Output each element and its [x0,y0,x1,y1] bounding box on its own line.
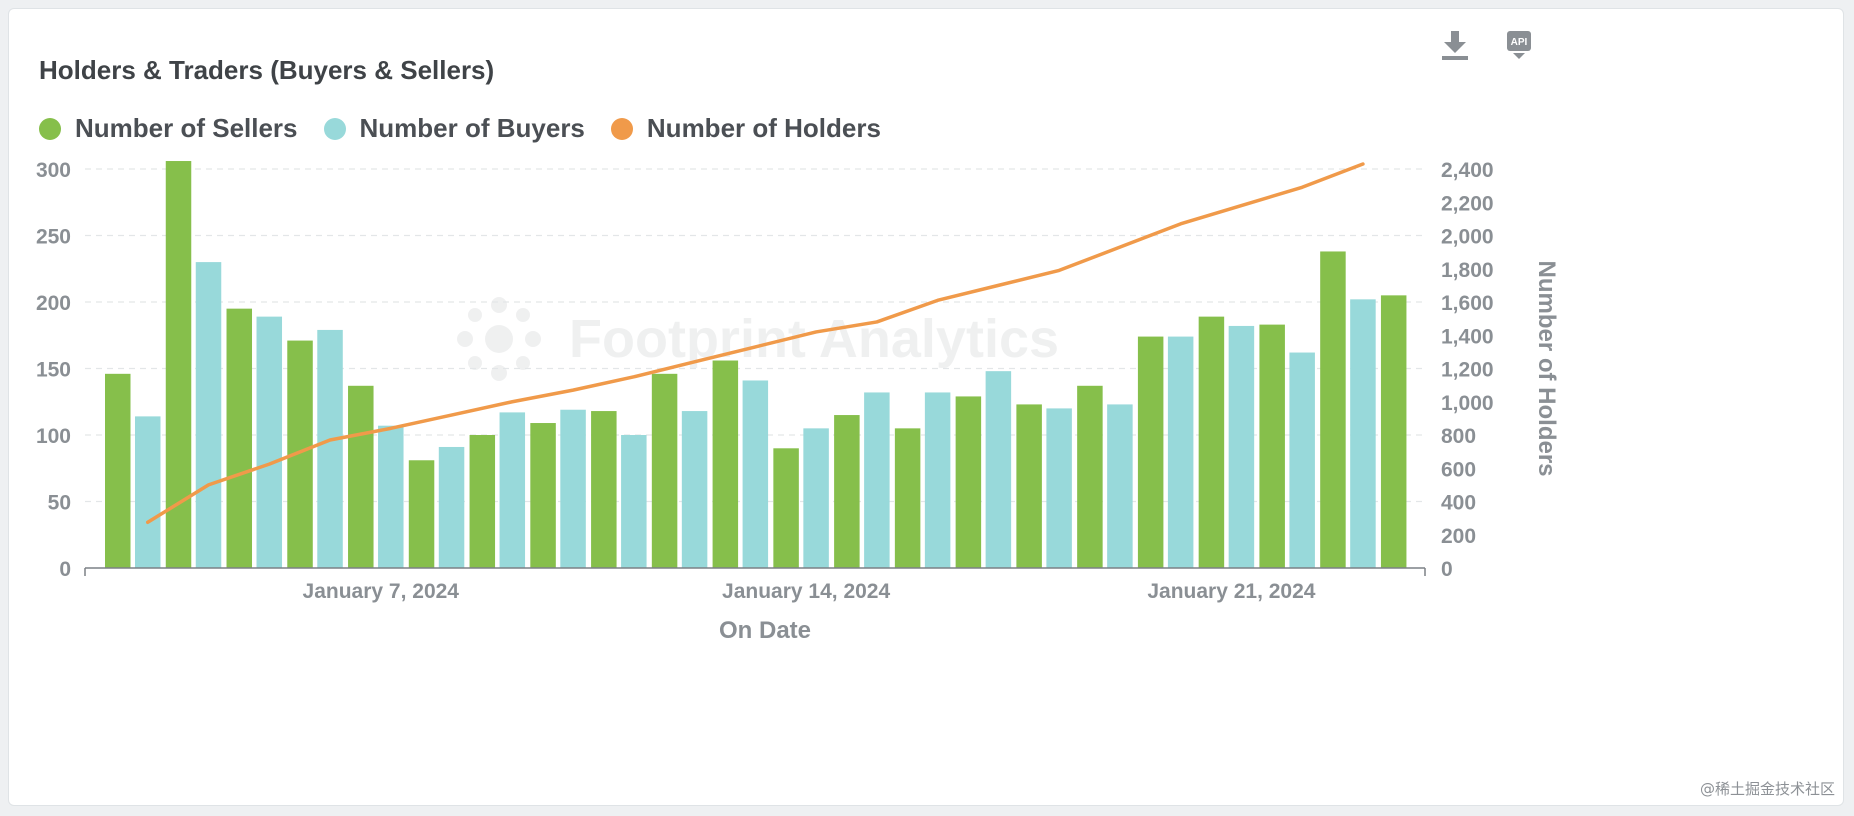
y-tick-label: 50 [48,492,71,515]
y2-tick-label: 1,000 [1441,392,1494,415]
chart-card: Holders & Traders (Buyers & Sellers) Num… [8,8,1844,806]
y-tick-label: 100 [36,425,71,448]
bar-sellers [408,460,435,568]
legend-label-sellers: Number of Sellers [75,113,298,143]
y2-tick-label: 800 [1441,425,1476,448]
bar-sellers [1137,336,1164,568]
bar-buyers [195,262,222,568]
y-tick-label: 250 [36,226,71,249]
bar-sellers [469,435,496,568]
bar-sellers [955,396,982,568]
chart-legend: Number of Sellers Number of Buyers Numbe… [39,113,907,144]
bar-sellers [591,411,617,568]
legend-dot-holders [610,117,633,140]
watermark: Footprint Analytics [457,297,1059,381]
bar-sellers [530,423,556,568]
bar-buyers [135,416,161,568]
y2-tick-label: 1,400 [1441,325,1494,348]
bar-sellers [712,360,739,568]
download-icon [1442,31,1468,60]
bar-buyers [1167,336,1194,568]
chart-title: Holders & Traders (Buyers & Sellers) [39,55,495,85]
bar-sellers [1259,324,1285,568]
x-tick-label: January 7, 2024 [303,580,460,603]
x-tick-label: January 21, 2024 [1147,580,1315,603]
y2-axis-title: Number of Holders [1533,260,1560,476]
bar-buyers [621,435,647,568]
y2-tick-label: 1,800 [1441,259,1494,282]
bar-buyers [681,411,708,568]
bar-buyers [438,446,465,568]
bar-buyers [1107,404,1133,568]
bar-sellers [1198,316,1225,568]
bar-buyers [256,316,283,568]
download-button[interactable] [1437,25,1473,65]
line-holders [146,162,1365,525]
bar-sellers [1380,295,1407,568]
bar-buyers [864,392,890,568]
bar-buyers [317,329,343,568]
api-button[interactable]: API [1501,25,1537,65]
y2-tick-label: 2,400 [1441,159,1494,182]
legend-item-sellers[interactable]: Number of Sellers [39,113,298,144]
bar-sellers [773,448,799,568]
y2-tick-label: 600 [1441,458,1476,481]
legend-item-buyers[interactable]: Number of Buyers [323,113,585,144]
y2-tick-label: 1,600 [1441,292,1494,315]
bar-sellers [1016,404,1042,568]
legend-dot-buyers [323,117,346,140]
y2-tick-label: 400 [1441,492,1476,515]
bar-buyers [985,371,1012,568]
legend-label-buyers: Number of Buyers [359,113,585,143]
legend-item-holders[interactable]: Number of Holders [610,113,881,144]
legend-label-holders: Number of Holders [646,113,881,143]
bar-buyers [1350,299,1376,568]
bar-buyers [742,380,769,568]
watermark-text: Footprint Analytics [569,309,1059,369]
y-tick-label: 0 [59,558,71,581]
y-tick-label: 300 [36,159,71,182]
bar-sellers [165,161,192,568]
svg-text:API: API [1511,37,1528,48]
y2-tick-label: 200 [1441,525,1476,548]
bar-sellers [1077,385,1103,568]
bar-sellers [105,373,131,568]
legend-dot-sellers [39,117,61,140]
bar-buyers [378,425,404,568]
api-icon: API [1507,31,1531,59]
y-tick-label: 150 [36,359,71,382]
x-tick-label: January 14, 2024 [722,580,890,603]
y2-tick-label: 2,200 [1441,192,1494,215]
y-tick-label: 200 [36,292,71,315]
x-axis-title: On Date [719,617,811,644]
y2-tick-label: 2,000 [1441,226,1494,249]
corner-watermark: @稀土掘金技术社区 [1699,780,1835,798]
bar-buyers [499,412,526,568]
bar-sellers [226,308,253,568]
axes-layer: 0 50 100 150 200 250 300 0 200 400 600 800 1,000 1,20… [36,159,1560,644]
bar-buyers [924,392,951,568]
bar-buyers [560,409,586,568]
bar-sellers [1320,251,1346,568]
bar-sellers [651,373,678,568]
y2-tick-label: 0 [1441,558,1453,581]
bar-sellers [894,428,921,568]
bar-buyers [1289,352,1315,568]
bars-layer [105,161,1407,568]
y2-tick-label: 1,200 [1441,359,1494,382]
chart-svg: Footprint Analytics 0 50 100 150 200 250 300 0 2… [36,159,1560,644]
bar-sellers [348,385,374,568]
holders-line-layer [146,162,1365,525]
bar-buyers [803,428,829,568]
bar-buyers [1046,408,1072,568]
bar-sellers [834,415,860,568]
bar-buyers [1228,325,1255,568]
